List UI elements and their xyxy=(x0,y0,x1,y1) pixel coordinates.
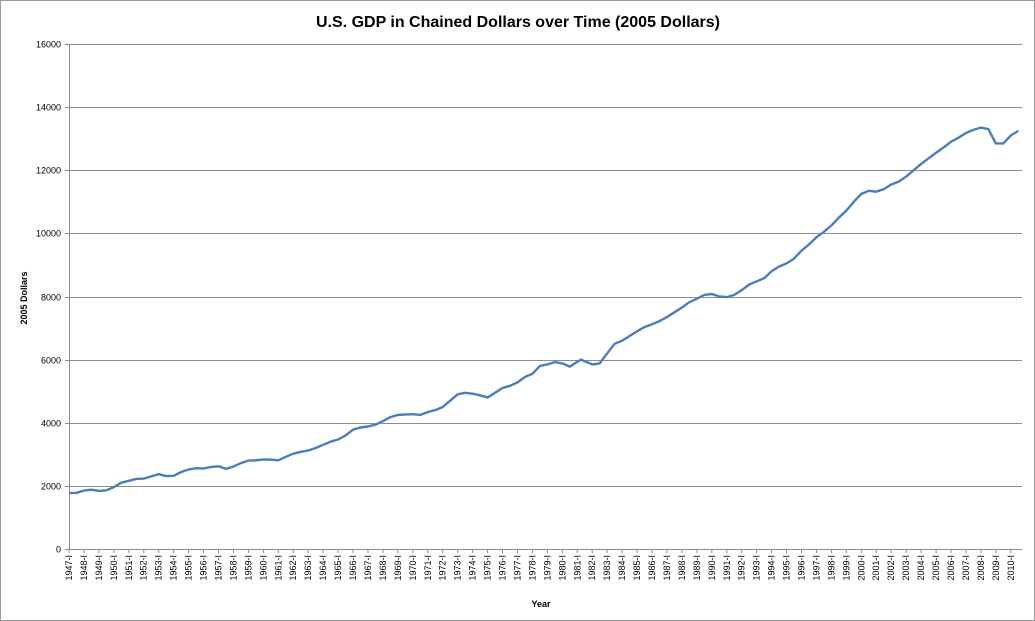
x-tick-label: 1965-I xyxy=(333,555,343,581)
x-tick-label: 1991-I xyxy=(722,555,732,581)
x-tick-label: 1992-I xyxy=(737,555,747,581)
x-tick-label: 1953-I xyxy=(154,555,164,581)
x-tick-label: 2009-I xyxy=(991,555,1001,581)
x-tick-label: 1951-I xyxy=(124,555,134,581)
x-tick-label: 1958-I xyxy=(228,555,238,581)
x-tick-label: 2003-I xyxy=(901,555,911,581)
x-tick-label: 1980-I xyxy=(557,555,567,581)
x-tick-label: 1986-I xyxy=(647,555,657,581)
x-tick-label: 1962-I xyxy=(288,555,298,581)
x-tick-label: 1982-I xyxy=(587,555,597,581)
x-tick-label: 1985-I xyxy=(632,555,642,581)
x-tick-label: 1959-I xyxy=(243,555,253,581)
x-tick-label: 1993-I xyxy=(752,555,762,581)
y-tick-labels: 0 2000 4000 6000 8000 10000 12000 14000 16000 xyxy=(36,40,61,555)
y-tick-label: 14000 xyxy=(36,103,61,113)
series-layer xyxy=(68,126,1019,495)
x-tick-label: 2005-I xyxy=(931,555,941,581)
x-tick-label: 1995-I xyxy=(782,555,792,581)
x-tick-label: 1957-I xyxy=(214,555,224,581)
x-tick-label: 1976-I xyxy=(498,555,508,581)
x-tick-label: 1996-I xyxy=(797,555,807,581)
x-tick-label: 1955-I xyxy=(184,555,194,581)
x-tick-label: 1987-I xyxy=(662,555,672,581)
x-tick-label: 1975-I xyxy=(483,555,493,581)
x-tick-label: 1988-I xyxy=(677,555,687,581)
x-tick-label: 2001-I xyxy=(871,555,881,581)
y-tick-label: 8000 xyxy=(41,293,61,303)
x-tick-label: 1961-I xyxy=(273,555,283,581)
gridlines xyxy=(65,44,1022,553)
x-tick-label: 2007-I xyxy=(961,555,971,581)
x-tick-label: 1963-I xyxy=(303,555,313,581)
x-tick-label: 1950-I xyxy=(109,555,119,581)
x-tick-label: 1960-I xyxy=(258,555,268,581)
chart-title: U.S. GDP in Chained Dollars over Time (2… xyxy=(316,14,720,31)
x-tick-label: 2002-I xyxy=(886,555,896,581)
x-tick-label: 1970-I xyxy=(408,555,418,581)
y-tick-label: 2000 xyxy=(41,482,61,492)
y-tick-label: 6000 xyxy=(41,356,61,366)
y-tick-label: 16000 xyxy=(36,40,61,50)
x-tick-label: 1998-I xyxy=(826,555,836,581)
x-tick-label: 2010-I xyxy=(1006,555,1016,581)
x-tick-label: 1989-I xyxy=(692,555,702,581)
x-tick-label: 2006-I xyxy=(946,555,956,581)
x-tick-label: 1969-I xyxy=(393,555,403,581)
x-tick-label: 1990-I xyxy=(707,555,717,581)
y-tick-label: 4000 xyxy=(41,419,61,429)
x-tick-label: 1984-I xyxy=(617,555,627,581)
x-tick-label: 1967-I xyxy=(363,555,373,581)
x-tick-label: 1978-I xyxy=(527,555,537,581)
x-tick-label: 1981-I xyxy=(572,555,582,581)
y-tick-label: 12000 xyxy=(36,166,61,176)
x-tick-label: 1964-I xyxy=(318,555,328,581)
x-tick-label: 1972-I xyxy=(438,555,448,581)
x-tick-label: 1956-I xyxy=(199,555,209,581)
x-tick-label: 1973-I xyxy=(453,555,463,581)
x-tick-label: 1983-I xyxy=(602,555,612,581)
x-tick-label: 1977-I xyxy=(513,555,523,581)
x-tick-label: 1954-I xyxy=(169,555,179,581)
x-tick-label: 1974-I xyxy=(468,555,478,581)
x-tick-label: 1997-I xyxy=(812,555,822,581)
x-axis-title: Year xyxy=(531,599,551,609)
x-tick-label: 2008-I xyxy=(976,555,986,581)
x-tick-label: 1994-I xyxy=(767,555,777,581)
x-tick-label: 2004-I xyxy=(916,555,926,581)
x-tick-label: 1971-I xyxy=(423,555,433,581)
x-tick-label: 1952-I xyxy=(139,555,149,581)
x-tick-label: 1979-I xyxy=(542,555,552,581)
gdp-series-line xyxy=(68,126,1019,495)
x-tick-labels: 1947-I 1948-I 1949-I 1950-I 1951-I 1952-I 1953… xyxy=(64,555,1016,581)
x-tick-label: 1999-I xyxy=(841,555,851,581)
y-tick-label: 0 xyxy=(56,545,61,555)
x-tick-label: 1948-I xyxy=(79,555,89,581)
x-tick-label: 1966-I xyxy=(348,555,358,581)
x-tick-label: 1949-I xyxy=(94,555,104,581)
x-tick-label: 2000-I xyxy=(856,555,866,581)
x-tick-label: 1947-I xyxy=(64,555,74,581)
y-tick-label: 10000 xyxy=(36,229,61,239)
x-tick-label: 1968-I xyxy=(378,555,388,581)
y-axis-title: 2005 Dollars xyxy=(19,271,29,324)
